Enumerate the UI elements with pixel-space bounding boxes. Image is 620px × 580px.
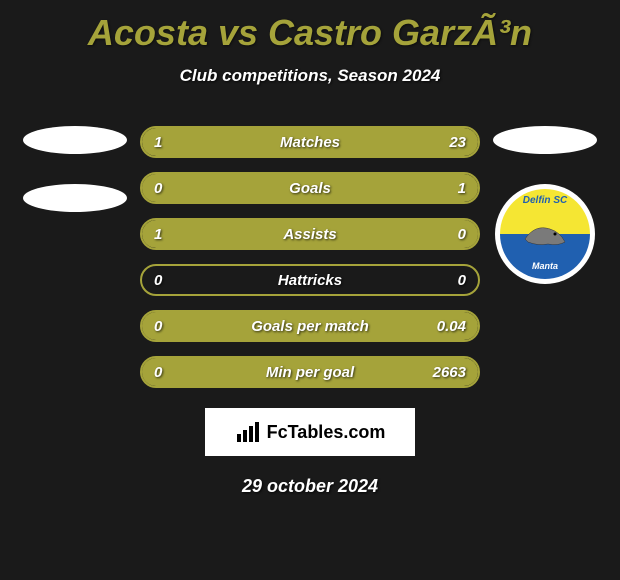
chart-icon <box>235 420 263 444</box>
brand-box[interactable]: FcTables.com <box>205 408 415 456</box>
stat-value-left: 1 <box>154 134 162 151</box>
stat-value-left: 0 <box>154 272 162 289</box>
comparison-title: Acosta vs Castro GarzÃ³n <box>0 0 620 54</box>
subtitle: Club competitions, Season 2024 <box>0 66 620 86</box>
stat-value-right: 0 <box>458 226 466 243</box>
stat-row-goals: 0 Goals 1 <box>140 172 480 204</box>
stat-value-left: 0 <box>154 180 162 197</box>
date-text: 29 october 2024 <box>0 476 620 497</box>
stat-label: Min per goal <box>266 364 354 381</box>
right-badge-1 <box>493 126 597 154</box>
stat-value-left: 0 <box>154 318 162 335</box>
left-badge-1 <box>23 126 127 154</box>
stat-row-assists: 1 Assists 0 <box>140 218 480 250</box>
stat-label: Matches <box>280 134 340 151</box>
stat-value-left: 0 <box>154 364 162 381</box>
dolphin-icon <box>520 214 570 254</box>
stat-label: Assists <box>283 226 336 243</box>
stat-row-hattricks: 0 Hattricks 0 <box>140 264 480 296</box>
stat-value-left: 1 <box>154 226 162 243</box>
left-badge-2 <box>23 184 127 212</box>
stat-label: Hattricks <box>278 272 342 289</box>
team-logo: Delfin SC Manta <box>500 189 590 279</box>
stats-container: 1 Matches 23 0 Goals 1 1 Assists 0 0 Hat… <box>0 126 620 388</box>
right-badge-container: Delfin SC Manta <box>490 126 600 284</box>
stat-value-right: 0 <box>458 272 466 289</box>
stat-value-right: 1 <box>458 180 466 197</box>
stats-bars: 1 Matches 23 0 Goals 1 1 Assists 0 0 Hat… <box>140 126 480 388</box>
stat-label: Goals <box>289 180 331 197</box>
stat-row-matches: 1 Matches 23 <box>140 126 480 158</box>
right-team-badge: Delfin SC Manta <box>495 184 595 284</box>
stat-label: Goals per match <box>251 318 369 335</box>
stat-value-right: 0.04 <box>437 318 466 335</box>
stat-row-goals-per-match: 0 Goals per match 0.04 <box>140 310 480 342</box>
brand-text: FcTables.com <box>267 422 386 443</box>
stat-value-right: 23 <box>449 134 466 151</box>
left-badge-container <box>20 126 130 212</box>
stat-row-min-per-goal: 0 Min per goal 2663 <box>140 356 480 388</box>
badge-text-top: Delfin SC <box>523 195 567 206</box>
stat-value-right: 2663 <box>433 364 466 381</box>
badge-text-bottom: Manta <box>532 261 558 271</box>
